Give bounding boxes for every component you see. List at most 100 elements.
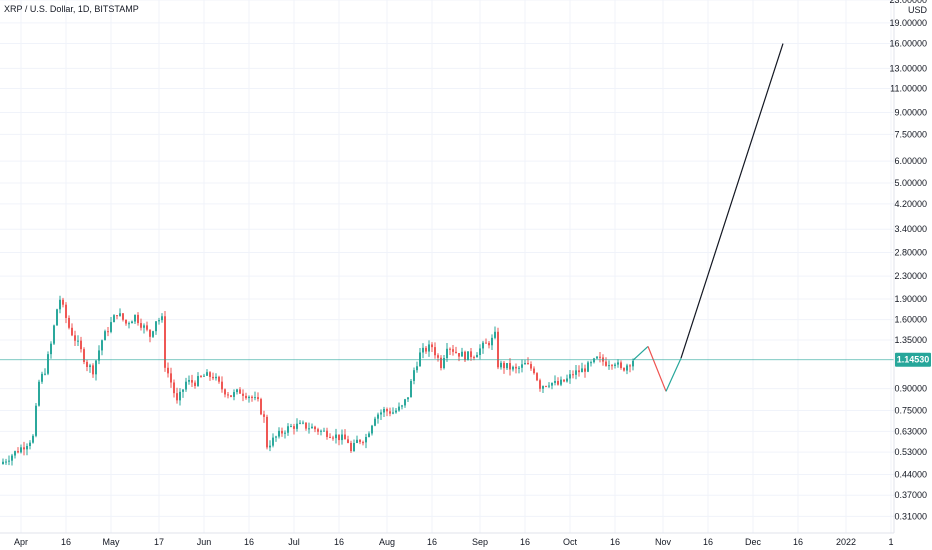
candle-body: [5, 461, 7, 463]
candle-body: [527, 363, 529, 365]
candle-body: [479, 348, 481, 356]
x-axis[interactable]: Apr 16 May 17 Jun 16 Jul 16 Aug 16 Sep 16 Oct 16 Nov 16…: [0, 532, 894, 547]
candle-body: [53, 325, 55, 344]
y-tick-label: 0.37000: [894, 490, 927, 500]
x-tick-label: 16: [610, 537, 620, 547]
candle-body: [494, 331, 496, 338]
candle-body: [437, 355, 439, 358]
candle-body: [248, 396, 250, 399]
candle-body: [185, 381, 187, 390]
candle-body: [257, 397, 259, 400]
candle-body: [380, 412, 382, 415]
y-tick-label: 0.63000: [894, 426, 927, 436]
candle-body: [77, 340, 79, 342]
candle-body: [26, 445, 28, 450]
candle-body: [506, 363, 508, 369]
candle-body: [422, 347, 424, 353]
candle-body: [632, 360, 634, 367]
candle-body: [440, 357, 442, 369]
candle-body: [446, 348, 448, 359]
candle-body: [626, 365, 628, 371]
candle-body: [278, 430, 280, 437]
candle-body: [272, 437, 274, 446]
y-tick-label: 4.20000: [894, 199, 927, 209]
candle-body: [596, 356, 598, 359]
candle-body: [218, 376, 220, 382]
projection-segment: [665, 357, 682, 392]
candle-body: [176, 393, 178, 401]
candle-body: [290, 426, 292, 428]
x-tick-label: 16: [427, 537, 437, 547]
candle-body: [170, 373, 172, 383]
candle-body: [17, 451, 19, 453]
candle-body: [545, 386, 547, 388]
candle-body: [500, 362, 502, 368]
candle-body: [224, 389, 226, 395]
candle-body: [188, 380, 190, 382]
candle-body: [620, 362, 622, 368]
candle-body: [398, 406, 400, 411]
candle-body: [350, 442, 352, 452]
candle-body: [98, 350, 100, 361]
candle-body: [515, 366, 517, 369]
candle-body: [239, 389, 241, 394]
candle-body: [71, 327, 73, 336]
candle-body: [455, 351, 457, 354]
candle-body: [305, 422, 307, 429]
y-tick-label: 16.00000: [889, 39, 927, 49]
candle-body: [344, 434, 346, 440]
candle-body: [536, 373, 538, 381]
candle-body: [461, 351, 463, 357]
candle-body: [23, 447, 25, 450]
candle-body: [104, 331, 106, 341]
y-tick-label: 2.80000: [894, 248, 927, 258]
candle-body: [314, 426, 316, 430]
x-tick-label: 16: [334, 537, 344, 547]
y-tick-label: 3.40000: [894, 224, 927, 234]
candle-body: [116, 315, 118, 317]
candle-body: [140, 323, 142, 328]
y-tick-label: 1.60000: [894, 315, 927, 325]
candle-body: [374, 418, 376, 426]
grid: [0, 0, 894, 533]
chart-title: XRP / U.S. Dollar, 1D, BITSTAMP: [4, 4, 139, 14]
candle-body: [203, 375, 205, 377]
candle-body: [431, 344, 433, 348]
candle-body: [392, 412, 394, 414]
candle-body: [389, 411, 391, 414]
candle-body: [521, 364, 523, 368]
candle-body: [260, 399, 262, 415]
candle-body: [296, 423, 298, 429]
y-tick-label: 7.50000: [894, 129, 927, 139]
candle-body: [194, 382, 196, 386]
candle-body: [233, 392, 235, 397]
candle-body: [347, 439, 349, 443]
candle-body: [467, 351, 469, 361]
candle-body: [83, 349, 85, 362]
candle-body: [65, 304, 67, 318]
candle-body: [614, 364, 616, 366]
candle-body: [605, 361, 607, 366]
candle-body: [251, 396, 253, 398]
candle-body: [362, 442, 364, 444]
candle-body: [20, 447, 22, 453]
candle-body: [128, 323, 130, 325]
y-axis-unit: USD: [908, 5, 928, 15]
candle-body: [155, 321, 157, 332]
y-tick-label: 23.00000: [889, 0, 927, 5]
candle-body: [473, 357, 475, 359]
candle-body: [329, 436, 331, 438]
candle-body: [101, 340, 103, 351]
candle-body: [317, 429, 319, 432]
y-tick-label: 11.00000: [890, 83, 927, 93]
candle-body: [470, 351, 472, 358]
candle-body: [275, 436, 277, 438]
candle-body: [227, 394, 229, 396]
candle-body: [566, 378, 568, 382]
candle-body: [485, 342, 487, 344]
candle-body: [548, 385, 550, 387]
candle-body: [404, 399, 406, 406]
candle-body: [476, 355, 478, 358]
